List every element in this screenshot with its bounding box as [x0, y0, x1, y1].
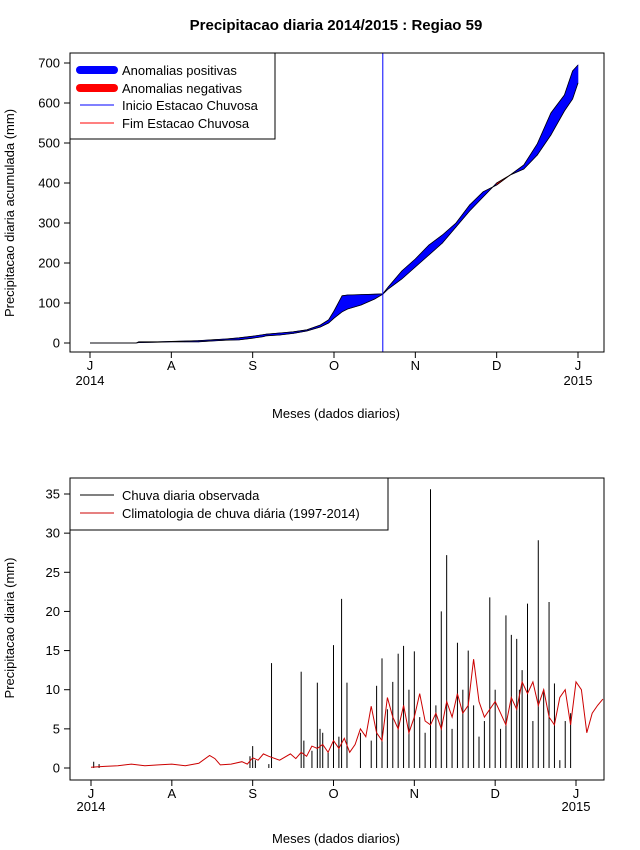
- x-tick-label-month: S: [248, 358, 257, 373]
- y-tick-label: 100: [38, 296, 60, 311]
- x-tick-label-month: J: [575, 358, 582, 373]
- x-tick-label-month: S: [248, 786, 257, 801]
- y-tick-label: 35: [46, 487, 60, 502]
- y-tick-label: 600: [38, 96, 60, 111]
- x-tick-label-year: 2014: [77, 799, 106, 814]
- x-tick-label-year: 2014: [76, 373, 105, 388]
- y-axis-accumulated: 0 100 200 300 400 500 600 700: [38, 56, 70, 351]
- y-tick-label: 30: [46, 526, 60, 541]
- y-tick-label: 0: [53, 336, 60, 351]
- y-tick-label: 10: [46, 682, 60, 697]
- x-axis-label-bottom: Meses (dados diarios): [272, 831, 400, 846]
- y-axis-label-top: Precipitacao diaria acumulada (mm): [2, 109, 17, 317]
- x-axis-label-top: Meses (dados diarios): [272, 406, 400, 421]
- anomaly-areas: [90, 64, 579, 344]
- x-tick-label-month: N: [411, 358, 420, 373]
- x-tick-label-month: J: [88, 786, 95, 801]
- y-tick-label: 500: [38, 136, 60, 151]
- y-axis-label-bottom: Precipitacao diaria (mm): [2, 558, 17, 699]
- x-tick-label-month: O: [329, 358, 339, 373]
- y-tick-label: 200: [38, 256, 60, 271]
- y-tick-label: 0: [53, 761, 60, 776]
- legend-label-season-end: Fim Estacao Chuvosa: [122, 116, 250, 131]
- legend-label-climatology: Climatologia de chuva diária (1997-2014): [122, 506, 360, 521]
- legend-box-bottom: [69, 477, 389, 531]
- x-tick-label-year: 2015: [564, 373, 593, 388]
- x-tick-label-year: 2015: [562, 799, 591, 814]
- climatology-accumulated-line: [90, 82, 579, 344]
- x-tick-label-month: N: [410, 786, 419, 801]
- y-tick-label: 300: [38, 216, 60, 231]
- plot-frame-top: [69, 52, 605, 353]
- chart-title: Precipitacao diaria 2014/2015 : Regiao 5…: [190, 17, 483, 34]
- x-tick-label-month: A: [167, 786, 176, 801]
- y-tick-label: 15: [46, 643, 60, 658]
- y-tick-label: 400: [38, 176, 60, 191]
- legend-label-season-start: Inicio Estacao Chuvosa: [122, 98, 259, 113]
- x-tick-label-month: A: [167, 358, 176, 373]
- x-tick-label-month: J: [87, 358, 94, 373]
- legend-label-positive: Anomalias positivas: [122, 63, 237, 78]
- y-tick-label: 5: [53, 721, 60, 736]
- y-axis-daily: 0 5 10 15 20 25 30 35: [46, 487, 70, 776]
- x-tick-label-month: O: [328, 786, 338, 801]
- y-tick-label: 25: [46, 565, 60, 580]
- x-tick-label-month: D: [492, 358, 501, 373]
- y-tick-label: 20: [46, 604, 60, 619]
- x-tick-label-month: J: [573, 786, 580, 801]
- y-tick-label: 700: [38, 56, 60, 71]
- panel-accumulated: Precipitacao diaria 2014/2015 : Regiao 5…: [2, 17, 605, 421]
- legend-label-observed: Chuva diaria observada: [122, 488, 260, 503]
- observed-accumulated-line: [90, 64, 579, 344]
- legend-label-negative: Anomalias negativas: [122, 81, 242, 96]
- climatology-line: [90, 659, 604, 768]
- legend-bottom: Chuva diaria observada Climatologia de c…: [69, 477, 389, 531]
- x-tick-label-month: D: [490, 786, 499, 801]
- legend-top: Anomalias positivas Anomalias negativas …: [69, 52, 276, 140]
